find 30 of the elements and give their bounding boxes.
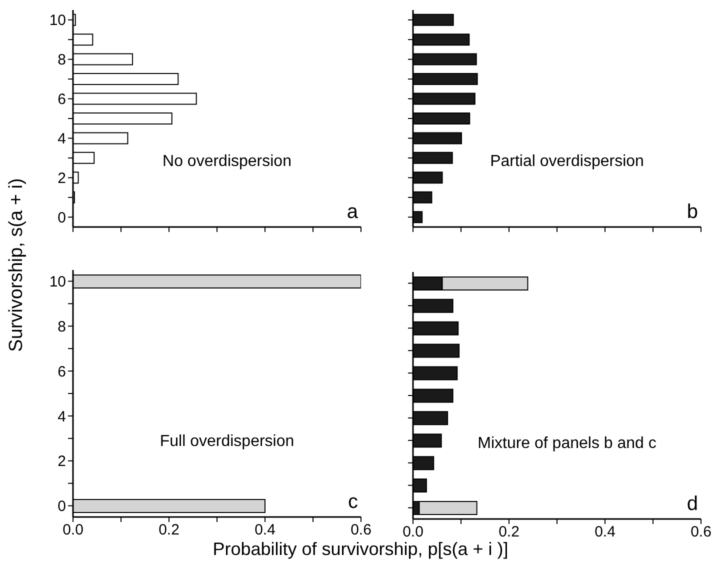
annotation: d	[686, 493, 698, 516]
annotation: c	[348, 491, 358, 514]
y-tick-label: 8	[58, 52, 66, 69]
x-tick-label: 0.6	[690, 524, 712, 541]
annotation: a	[346, 201, 358, 224]
y-tick-label: 0	[58, 498, 66, 516]
y-tick-label: 6	[58, 91, 66, 108]
x-tick-label: 0.4	[254, 522, 276, 539]
y-tick-label: 6	[58, 363, 66, 380]
y-tick-label: 0	[58, 209, 66, 226]
y-axis-title: Survivorship, s(a + i)	[6, 177, 28, 354]
y-tick-label: 10	[49, 274, 66, 291]
annotation: Full overdispersion	[158, 433, 296, 452]
x-tick-label: 0.2	[158, 522, 180, 539]
x-axis-title: Probability of survivorship, p[s(a + i )]	[212, 539, 510, 560]
y-tick-label: 4	[58, 408, 66, 426]
y-tick-label: 10	[49, 12, 66, 30]
annotation: Mixture of panels b and c	[476, 435, 658, 454]
y-tick-label: 8	[58, 318, 66, 336]
x-tick-label: 0.6	[350, 522, 372, 539]
x-tick-label: 0.2	[498, 524, 520, 541]
annotation: Partial overdispersion	[489, 153, 645, 172]
x-tick-label: 0.4	[594, 524, 616, 541]
y-tick-label: 4	[58, 130, 66, 148]
annotation: No overdispersion	[162, 153, 292, 172]
x-tick-label: 0.0	[62, 522, 84, 539]
y-tick-label: 2	[58, 170, 66, 188]
x-tick-label: 0.0	[402, 524, 424, 541]
annotation: b	[686, 201, 698, 224]
y-tick-label: 2	[58, 453, 66, 470]
